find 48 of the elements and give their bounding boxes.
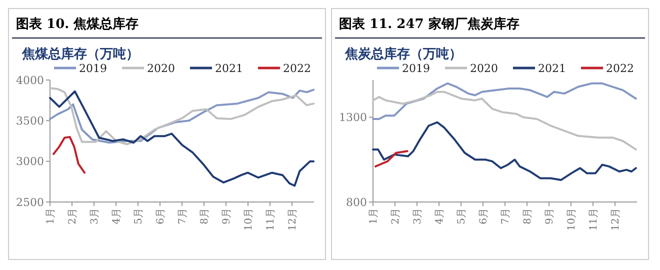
- x-tick-label: 4月: [112, 208, 122, 224]
- chart-title: 图表 11. 247 家钢厂焦炭库存: [339, 16, 520, 32]
- line-series: [372, 121, 637, 181]
- legend-label: 2019: [402, 62, 430, 75]
- y-axis-title: 焦炭总库存（万吨）: [344, 46, 462, 62]
- x-tick-label: 7月: [500, 208, 512, 224]
- line-series: [49, 90, 315, 187]
- y-tick-label: 800: [346, 196, 367, 209]
- x-tick-label: 10月: [244, 208, 254, 231]
- x-tick-label: 9月: [222, 208, 232, 224]
- line-series: [372, 90, 637, 150]
- x-tick-label: 6月: [156, 208, 166, 224]
- x-tick-label: 3月: [90, 208, 100, 224]
- line-series: [52, 136, 86, 174]
- x-tick-label: 2月: [390, 208, 402, 224]
- legend-label: 2022: [283, 62, 311, 75]
- x-tick-label: 8月: [200, 208, 210, 224]
- x-tick-label: 4月: [434, 208, 446, 224]
- legend-label: 2020: [470, 62, 498, 75]
- x-tick-label: 11月: [266, 208, 276, 231]
- legend-label: 2019: [79, 62, 107, 75]
- legend-label: 2022: [606, 62, 634, 75]
- x-tick-label: 10月: [566, 208, 578, 231]
- line-series: [374, 150, 408, 168]
- y-axis-title: 焦煤总库存（万吨）: [21, 46, 139, 62]
- x-tick-label: 5月: [456, 208, 468, 224]
- chart-title: 图表 10. 焦煤总库存: [16, 16, 139, 32]
- line-series: [372, 82, 637, 120]
- x-tick-label: 6月: [478, 208, 490, 224]
- x-tick-label: 12月: [610, 208, 622, 231]
- x-tick-label: 2月: [68, 208, 78, 224]
- x-tick-label: 8月: [522, 208, 534, 224]
- y-tick-label: 4000: [16, 74, 44, 87]
- x-tick-label: 1月: [368, 208, 380, 224]
- x-tick-label: 5月: [134, 208, 144, 224]
- legend-label: 2020: [147, 62, 175, 75]
- x-tick-label: 11月: [588, 208, 600, 231]
- x-tick-label: 9月: [544, 208, 556, 224]
- y-tick-label: 1300: [339, 111, 367, 124]
- legend-label: 2021: [538, 62, 566, 75]
- x-tick-label: 12月: [288, 208, 298, 231]
- x-tick-label: 3月: [412, 208, 424, 224]
- y-tick-label: 3000: [16, 155, 44, 168]
- y-tick-label: 2500: [16, 196, 44, 209]
- legend-label: 2021: [215, 62, 243, 75]
- x-tick-label: 1月: [46, 208, 56, 224]
- x-tick-label: 7月: [178, 208, 188, 224]
- y-tick-label: 3500: [16, 114, 44, 128]
